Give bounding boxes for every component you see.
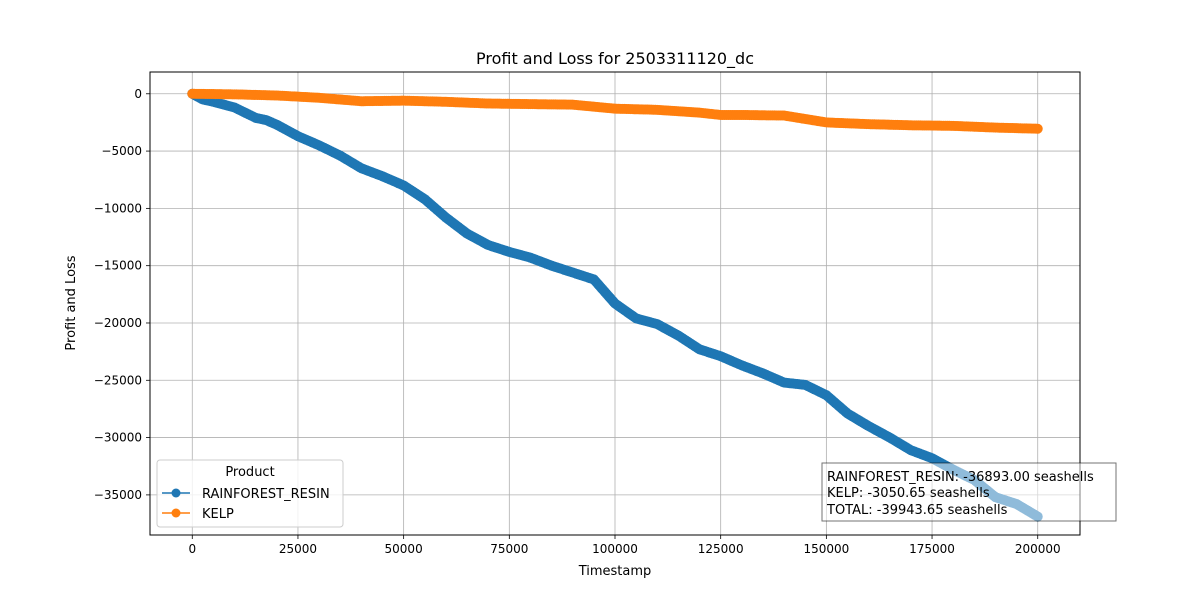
x-tick-label: 175000 — [909, 542, 955, 556]
grid — [150, 72, 1080, 535]
legend-title: Product — [225, 465, 274, 480]
legend-label-kelp: KELP — [202, 507, 234, 522]
x-tick-label: 150000 — [803, 542, 849, 556]
y-tick-label: −15000 — [94, 259, 142, 273]
x-tick-label: 125000 — [698, 542, 744, 556]
chart-title: Profit and Loss for 2503311120_dc — [476, 49, 754, 69]
y-tick-label: 0 — [134, 87, 142, 101]
legend-label-rainforest-resin: RAINFOREST_RESIN — [202, 487, 330, 502]
legend: Product RAINFOREST_RESIN KELP — [156, 459, 344, 528]
annotation-frame — [821, 462, 1117, 522]
series-kelp — [187, 88, 1043, 134]
legend-marker-kelp — [171, 508, 181, 518]
totals-annotation: RAINFOREST_RESIN: -36893.00 seashells KE… — [821, 462, 1117, 522]
y-tick-label: −5000 — [101, 144, 142, 158]
series-layer — [187, 88, 1043, 522]
legend-marker-rainforest-resin — [171, 488, 181, 498]
annotation-line-total: TOTAL: -39943.65 seashells — [826, 503, 1008, 518]
x-tick-label: 25000 — [279, 542, 317, 556]
x-tick-label: 200000 — [1015, 542, 1061, 556]
annotation-line-kelp: KELP: -3050.65 seashells — [827, 486, 990, 501]
y-tick-label: −20000 — [94, 316, 142, 330]
y-tick-label: −30000 — [94, 431, 142, 445]
x-tick-label: 75000 — [490, 542, 528, 556]
x-tick-label: 50000 — [385, 542, 423, 556]
x-axis-label: Timestamp — [578, 564, 652, 579]
ticks: 0 25000 50000 75000 100000 125000 150000 175000… — [94, 87, 1061, 556]
legend-frame — [156, 459, 344, 528]
y-tick-label: −10000 — [94, 201, 142, 215]
y-axis-label: Profit and Loss — [64, 255, 79, 350]
x-tick-label: 0 — [188, 542, 196, 556]
annotation-line-rainforest-resin: RAINFOREST_RESIN: -36893.00 seashells — [827, 470, 1094, 485]
y-tick-label: −35000 — [94, 488, 142, 502]
x-tick-label: 100000 — [592, 542, 638, 556]
series-marker-kelp — [1032, 123, 1043, 134]
y-tick-label: −25000 — [94, 373, 142, 387]
